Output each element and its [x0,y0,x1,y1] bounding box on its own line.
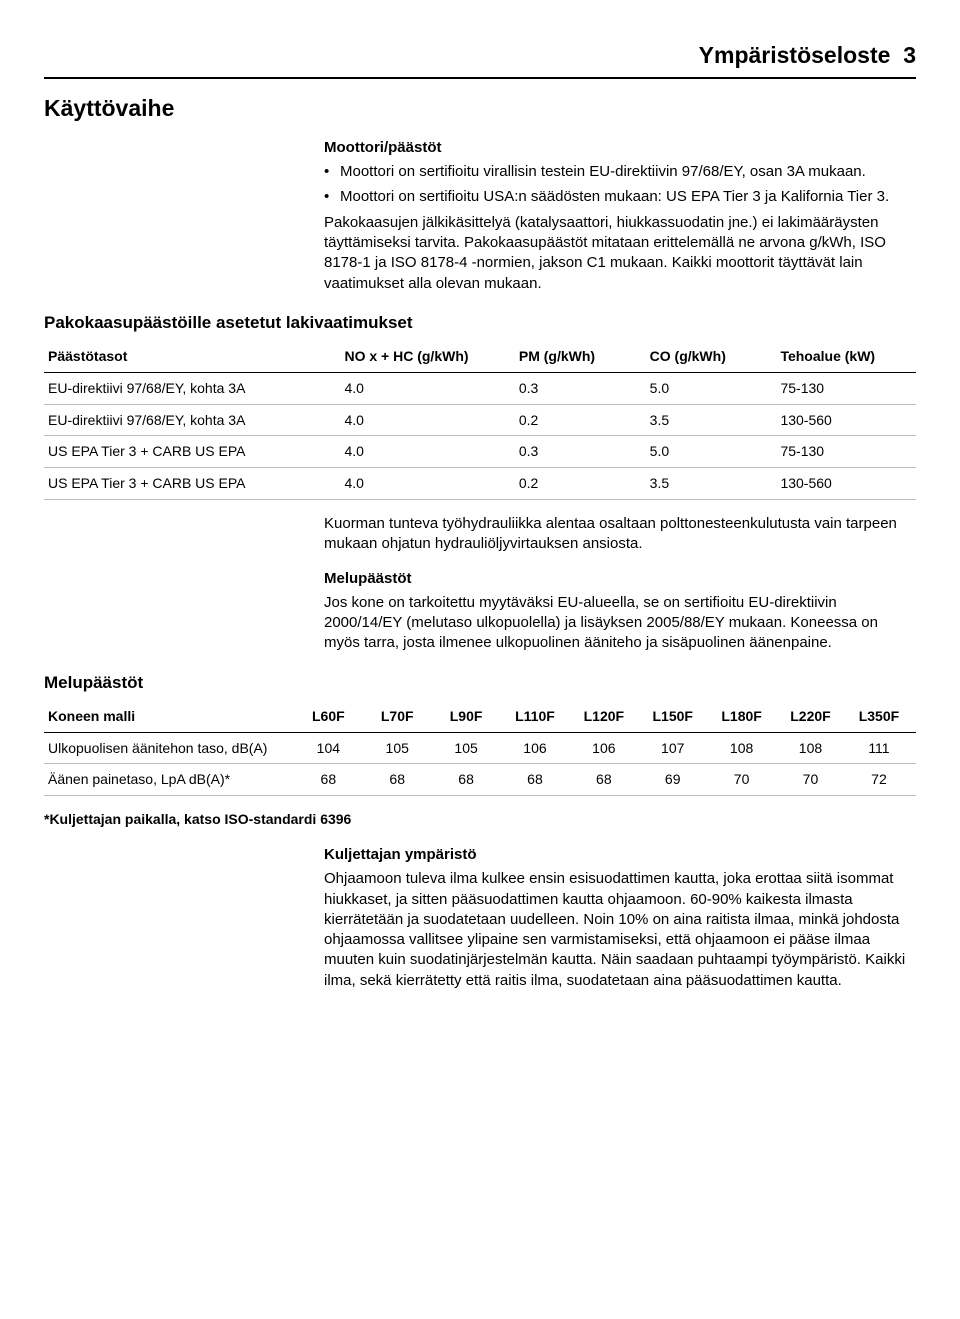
table-row: Äänen painetaso, LpA dB(A)*6868686868697… [44,764,916,796]
header-page-number: 3 [903,42,916,68]
table-cell: EU-direktiivi 97/68/EY, kohta 3A [44,404,340,436]
table-cell: 3.5 [646,404,777,436]
table-cell: 68 [435,764,504,796]
engine-bullet: Moottori on sertifioitu USA:n säädösten … [324,187,916,207]
hydraulics-noise-block: Kuorman tunteva työhydrauliikka alentaa … [324,514,916,654]
table-cell: 3.5 [646,468,777,500]
table-cell: 70 [710,764,779,796]
table-cell: 111 [848,732,916,764]
page-header: Ympäristöseloste 3 [44,40,916,79]
emissions-table-heading: Pakokaasupäästöille asetetut lakivaatimu… [44,312,916,335]
emissions-col-header: Tehoalue (kW) [776,341,916,372]
table-cell: EU-direktiivi 97/68/EY, kohta 3A [44,372,340,404]
table-row: US EPA Tier 3 + CARB US EPA4.00.23.5130-… [44,468,916,500]
emissions-col-header: PM (g/kWh) [515,341,646,372]
table-row: Ulkopuolisen äänitehon taso, dB(A)104105… [44,732,916,764]
table-cell: 68 [366,764,435,796]
noise-footnote: *Kuljettajan paikalla, katso ISO-standar… [44,810,916,829]
table-cell: 75-130 [776,436,916,468]
table-cell: 130-560 [776,468,916,500]
table-cell: Ulkopuolisen äänitehon taso, dB(A) [44,732,297,764]
emissions-col-header: Päästötasot [44,341,340,372]
driver-env-text: Ohjaamoon tuleva ilma kulkee ensin esisu… [324,869,916,991]
table-cell: 5.0 [646,436,777,468]
table-cell: 0.2 [515,468,646,500]
noise-intro-text: Jos kone on tarkoitettu myytäväksi EU-al… [324,593,916,654]
table-cell: 5.0 [646,372,777,404]
table-cell: 4.0 [340,436,514,468]
emissions-table: PäästötasotNO x + HC (g/kWh)PM (g/kWh)CO… [44,341,916,500]
table-row: EU-direktiivi 97/68/EY, kohta 3A4.00.23.… [44,404,916,436]
driver-environment-block: Kuljettajan ympäristö Ohjaamoon tuleva i… [324,845,916,991]
table-cell: 130-560 [776,404,916,436]
table-cell: 70 [779,764,848,796]
header-title: Ympäristöseloste [699,42,891,68]
engine-bullet: Moottori on sertifioitu virallisin teste… [324,162,916,182]
table-cell: 0.3 [515,372,646,404]
table-cell: 69 [641,764,710,796]
noise-col-header: L150F [641,701,710,732]
table-cell: US EPA Tier 3 + CARB US EPA [44,468,340,500]
emissions-col-header: NO x + HC (g/kWh) [340,341,514,372]
noise-col-header: L90F [435,701,504,732]
noise-table-heading: Melupäästöt [44,672,916,695]
noise-table: Koneen malliL60FL70FL90FL110FL120FL150FL… [44,701,916,797]
table-cell: 107 [641,732,710,764]
engine-emissions-block: Moottori/päästöt Moottori on sertifioitu… [324,138,916,294]
table-row: EU-direktiivi 97/68/EY, kohta 3A4.00.35.… [44,372,916,404]
table-cell: 108 [779,732,848,764]
table-cell: 105 [366,732,435,764]
noise-col-header: L180F [710,701,779,732]
noise-subheading: Melupäästöt [324,569,916,589]
table-cell: 72 [848,764,916,796]
noise-col-header: L220F [779,701,848,732]
emissions-col-header: CO (g/kWh) [646,341,777,372]
table-cell: 4.0 [340,404,514,436]
noise-col-header: L350F [848,701,916,732]
engine-bullet-list: Moottori on sertifioitu virallisin teste… [324,162,916,207]
driver-env-heading: Kuljettajan ympäristö [324,845,916,865]
table-cell: 68 [297,764,366,796]
hydraulics-text: Kuorman tunteva työhydrauliikka alentaa … [324,514,916,555]
table-cell: 106 [504,732,573,764]
table-cell: 4.0 [340,468,514,500]
table-cell: 106 [572,732,641,764]
noise-col-header: L70F [366,701,435,732]
table-cell: 75-130 [776,372,916,404]
table-cell: 108 [710,732,779,764]
noise-col-header: Koneen malli [44,701,297,732]
noise-col-header: L60F [297,701,366,732]
noise-col-header: L110F [504,701,573,732]
table-cell: Äänen painetaso, LpA dB(A)* [44,764,297,796]
table-row: US EPA Tier 3 + CARB US EPA4.00.35.075-1… [44,436,916,468]
table-cell: 4.0 [340,372,514,404]
table-cell: 0.3 [515,436,646,468]
engine-body-text: Pakokaasujen jälkikäsittelyä (katalysaat… [324,213,916,294]
noise-col-header: L120F [572,701,641,732]
section-title-usage-phase: Käyttövaihe [44,93,916,124]
table-cell: 0.2 [515,404,646,436]
table-cell: 105 [435,732,504,764]
table-cell: 68 [504,764,573,796]
engine-emissions-heading: Moottori/päästöt [324,138,916,158]
table-cell: 68 [572,764,641,796]
table-cell: US EPA Tier 3 + CARB US EPA [44,436,340,468]
table-cell: 104 [297,732,366,764]
